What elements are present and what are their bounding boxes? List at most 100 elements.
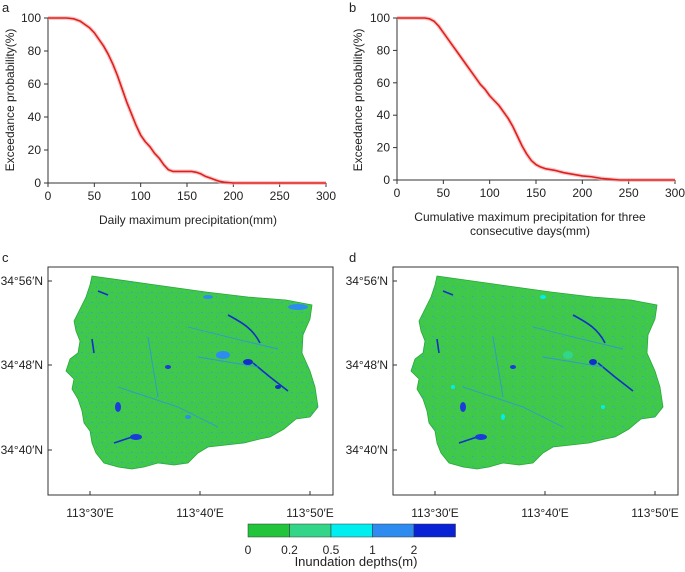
map-c-y-tick-label: 34°56′N (1, 274, 43, 288)
chart-b-x-tick-label: 100 (480, 186, 500, 200)
legend-label: 2 (411, 543, 418, 557)
map-d-y-tick-label: 34°48′N (346, 358, 388, 372)
waterway-c (187, 326, 279, 350)
legend-swatch (247, 523, 290, 538)
chart-a-series-band (48, 16, 326, 185)
map-c-y-tick-label: 34°48′N (1, 358, 43, 372)
pond-c (185, 415, 191, 419)
pond-c (130, 434, 142, 440)
pond-c (165, 365, 171, 369)
line-chart-b: 0 50 100 150 200 250 300 0 20 40 60 80 100 (370, 11, 685, 200)
study-region-c (65, 275, 319, 470)
pond-c (288, 304, 308, 310)
xlabel-a: Daily maximum precipitation(mm) (99, 213, 277, 227)
legend-label: 0.5 (323, 543, 340, 557)
legend-swatch (330, 523, 373, 538)
waterway-d (532, 326, 624, 350)
chart-a-x-tick-label: 250 (270, 189, 290, 203)
legend-label: 0 (245, 543, 252, 557)
legend-title: Inundation depths(m) (295, 554, 418, 569)
panel-label-a: a (2, 0, 10, 15)
chart-b-series-band (397, 16, 675, 182)
chart-b-y-tick-label: 100 (370, 11, 390, 25)
river-c (97, 290, 109, 296)
chart-b-x-tick-label: 50 (437, 186, 451, 200)
chart-a-series-line (48, 17, 326, 184)
panel-c: c 113°30′E 113°40′E 113°50′E 34°56′N 34°48′N… (1, 250, 334, 520)
waterway-d (492, 336, 504, 398)
chart-a-y-tick-label: 20 (28, 143, 42, 157)
river-d (458, 436, 478, 444)
pond-d (501, 414, 505, 420)
ylabel-b: Exceedance probability(%) (351, 29, 365, 172)
river-c (91, 338, 95, 354)
pond-c (203, 295, 213, 299)
pond-d (451, 385, 455, 389)
river-c (113, 436, 133, 444)
legend-swatch (413, 523, 456, 538)
river-c (252, 362, 289, 392)
map-c-x-tick-label: 113°40′E (176, 506, 224, 520)
map-d-x-tick-label: 113°40′E (521, 506, 569, 520)
chart-b-series-line (397, 17, 675, 181)
chart-a-x-tick-label: 200 (223, 189, 243, 203)
xlabel-b-box: Cumulative maximum precipitation for thr… (414, 210, 646, 238)
inundation-map-d (410, 275, 664, 470)
chart-b-y-tick-label: 60 (377, 76, 391, 90)
map-d-y-tick-label: 34°56′N (346, 274, 388, 288)
inundation-map-c (65, 275, 319, 470)
legend-swatch (372, 523, 415, 538)
map-d-x-tick-label: 113°50′E (631, 506, 679, 520)
river-d (572, 314, 606, 344)
pond-c (243, 359, 253, 365)
panel-label-d: d (349, 250, 356, 265)
waterway-d (542, 356, 604, 368)
waterway-c (197, 356, 259, 368)
legend-label: 0.2 (281, 543, 298, 557)
chart-b-x-tick-label: 150 (526, 186, 546, 200)
chart-a-y-tick-label: 40 (28, 110, 42, 124)
chart-a-x-tick-label: 300 (316, 189, 336, 203)
chart-a-y-tick-label: 0 (34, 176, 41, 190)
xlabel-b: Cumulative maximum precipitation for thr… (414, 210, 646, 238)
chart-a-x-tick-label: 100 (131, 189, 151, 203)
map-d-y-tick-label: 34°40′N (346, 443, 388, 457)
study-region-d (410, 275, 664, 470)
chart-b-x-tick-label: 200 (572, 186, 592, 200)
map-c-x-tick-label: 113°50′E (286, 506, 334, 520)
pond-d (589, 359, 597, 365)
chart-a-y-tick-label: 80 (28, 44, 42, 58)
pond-d (563, 351, 573, 359)
pond-d (475, 434, 487, 440)
chart-a-x-tick-label: 150 (177, 189, 197, 203)
panel-label-b: b (349, 0, 356, 15)
pond-d (460, 402, 466, 412)
river-c (227, 314, 261, 344)
ylabel-a: Exceedance probability(%) (3, 29, 17, 172)
line-chart-a: 0 50 100 150 200 250 300 0 20 40 60 80 100 (21, 11, 336, 203)
water-features-d (436, 290, 634, 444)
pond-d (510, 365, 516, 369)
river-d (597, 362, 634, 392)
pond-c (275, 385, 281, 389)
waterway-c (147, 336, 159, 398)
map-c-y-tick-label: 34°40′N (1, 443, 43, 457)
pond-d (601, 405, 605, 409)
panel-a: a 0 50 100 150 200 250 300 0 20 40 60 80 100 Exceeda… (2, 0, 336, 227)
chart-b-x-tick-label: 300 (665, 186, 685, 200)
pond-c (216, 351, 230, 359)
map-frame-c (47, 266, 334, 496)
legend-swatch (289, 523, 332, 538)
chart-b-x-tick-label: 0 (394, 186, 401, 200)
panel-b: b 0 50 100 150 200 250 300 0 20 40 60 80 100 Exceeda… (349, 0, 685, 238)
waterway-d (462, 386, 564, 428)
panel-d: d 113°30′E 113°40′E 113°50′E 34°56′N 34°48′N… (346, 250, 679, 520)
map-frame-d (392, 266, 679, 496)
water-features-c (91, 290, 308, 444)
pond-d (540, 295, 546, 299)
map-ticks-d: 113°30′E 113°40′E 113°50′E 34°56′N 34°48′N 34… (346, 274, 679, 520)
chart-a-y-tick-label: 60 (28, 77, 42, 91)
map-d-x-tick-label: 113°30′E (411, 506, 459, 520)
river-d (442, 290, 454, 296)
